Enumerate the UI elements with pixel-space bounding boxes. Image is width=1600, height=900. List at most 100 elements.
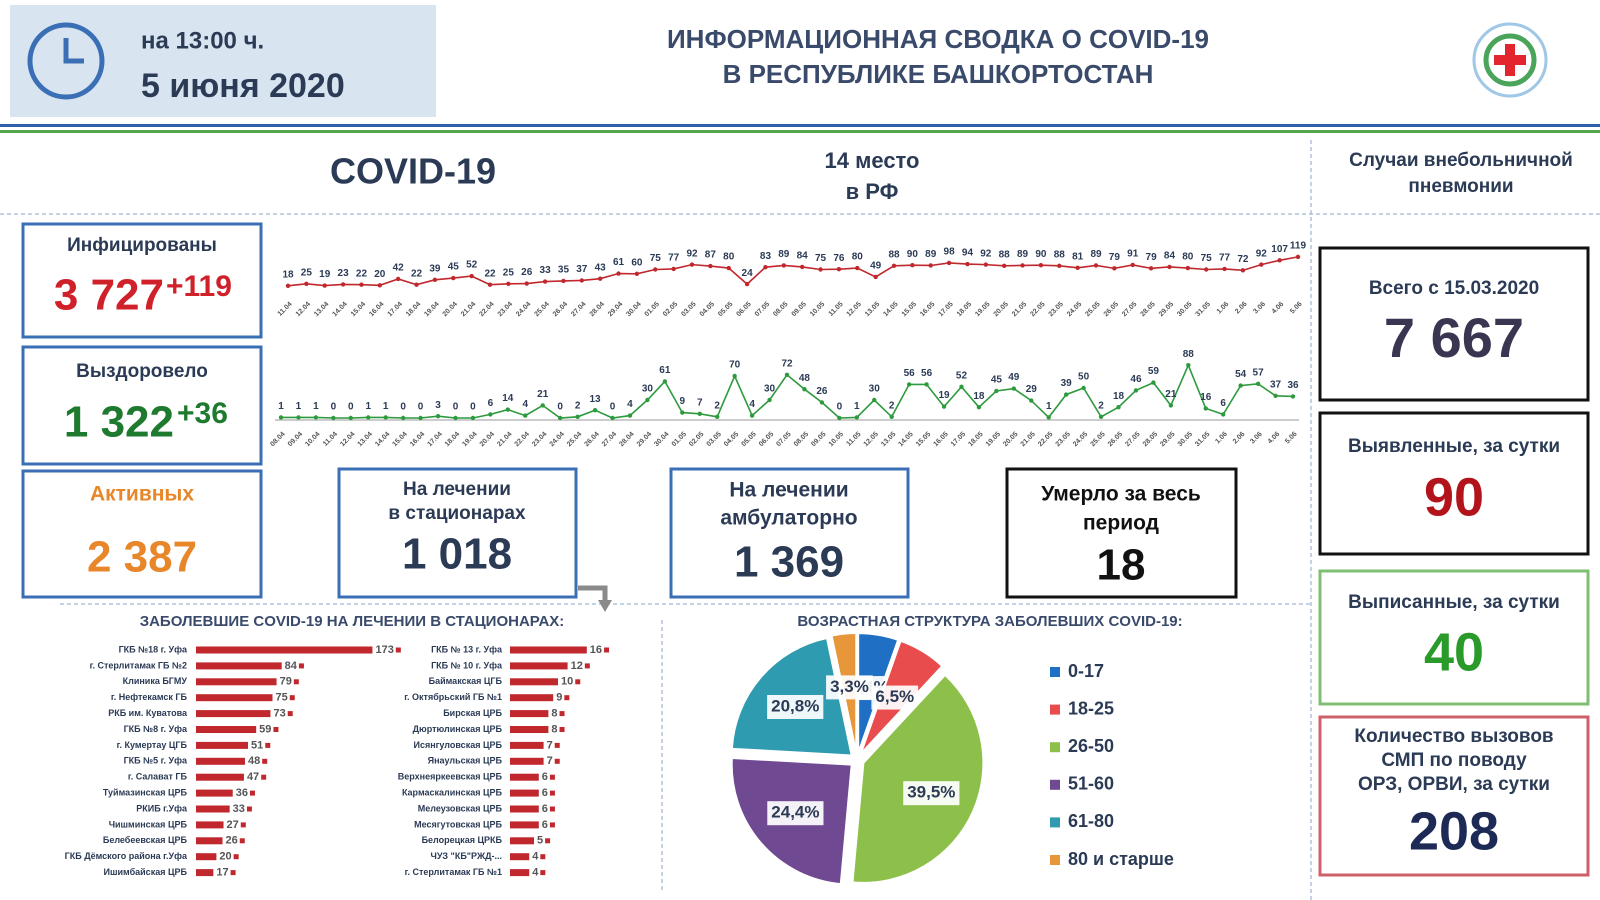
bar-label: РКБ им. Куватова: [108, 708, 188, 718]
point: [749, 413, 755, 418]
point-label: 75: [650, 253, 662, 264]
point-label: 21: [1165, 389, 1177, 400]
legend-label: 18-25: [1068, 698, 1114, 718]
bar-value: 73: [273, 708, 285, 720]
bar: [196, 805, 230, 813]
point: [561, 278, 566, 284]
bar-value: 6: [542, 803, 548, 815]
bar: [196, 789, 233, 797]
legend-label: 26-50: [1068, 736, 1114, 756]
point-label: 37: [576, 264, 588, 275]
point: [592, 408, 598, 413]
x-tick-label: 27.05: [1121, 301, 1138, 318]
legend-swatch: [1050, 742, 1060, 753]
point-label: 83: [760, 251, 772, 262]
x-tick-label: 21.04: [496, 431, 513, 448]
bar: [510, 837, 534, 845]
x-tick-label: 20.04: [442, 301, 459, 318]
x-tick-label: 20.05: [993, 301, 1010, 318]
legend-label: 80 и старше: [1068, 849, 1174, 869]
x-tick-label: 3.06: [1252, 301, 1267, 316]
card-label: ОРЗ, ОРВИ, за сутки: [1358, 774, 1550, 795]
card-label: Выявленные, за сутки: [1348, 436, 1560, 457]
card-value: 1 322: [64, 398, 174, 447]
point: [451, 275, 456, 281]
point-label: 2: [1098, 400, 1104, 411]
marker: [240, 822, 246, 828]
point: [1151, 380, 1156, 385]
x-tick-label: 23.04: [497, 301, 514, 318]
x-tick-label: 26.04: [552, 301, 569, 318]
legend-swatch: [1050, 855, 1060, 865]
bar-value: 16: [590, 644, 602, 656]
marker: [540, 854, 546, 860]
bar-value: 9: [556, 692, 562, 704]
bar-label: Чишминская ЦРБ: [109, 819, 188, 829]
point: [1203, 406, 1208, 411]
divider: [0, 124, 1600, 127]
point-label: 56: [921, 368, 933, 379]
x-tick-label: 22.05: [1029, 301, 1046, 318]
marker: [604, 647, 610, 653]
point: [819, 400, 825, 405]
point-label: 0: [331, 402, 337, 413]
x-tick-label: 05.05: [740, 431, 757, 448]
point-label: 81: [1072, 251, 1084, 262]
card-label: На лечении: [729, 479, 848, 502]
x-tick-label: 25.04: [566, 431, 583, 448]
point: [557, 415, 563, 421]
legend-swatch: [1050, 779, 1060, 790]
point-label: 61: [613, 257, 625, 268]
point-label: 26: [816, 386, 828, 397]
point-label: 88: [888, 249, 900, 260]
point: [708, 263, 713, 269]
x-tick-label: 09.05: [810, 431, 827, 448]
card-value: 90: [1424, 467, 1484, 527]
point: [610, 415, 615, 421]
bar-value: 59: [259, 723, 271, 735]
point-label: 89: [1017, 249, 1029, 260]
x-tick-label: 29.05: [1158, 301, 1175, 318]
x-tick-label: 01.05: [644, 301, 661, 318]
bar-value: 6: [542, 771, 548, 783]
point: [470, 415, 476, 421]
bar-value: 27: [227, 819, 239, 831]
point-label: 90: [907, 249, 919, 260]
point: [1259, 262, 1264, 267]
card-label: Выздоровело: [76, 361, 208, 382]
point-label: 0: [348, 402, 354, 413]
x-tick-label: 06.05: [735, 301, 752, 318]
point-label: 119: [1290, 241, 1307, 252]
x-tick-label: 21.05: [1020, 431, 1037, 448]
bar: [510, 757, 544, 765]
label-bg: [767, 801, 824, 826]
x-tick-label: 3.06: [1249, 431, 1264, 446]
bar-value: 33: [233, 803, 245, 815]
x-tick-label: 24.05: [1066, 301, 1083, 318]
bar-label: ЧУЗ "КБ"РЖД-...: [431, 851, 503, 861]
point-label: 89: [925, 249, 937, 260]
point-label: 1: [383, 401, 389, 412]
x-tick-label: 1.06: [1216, 301, 1231, 316]
point: [715, 414, 720, 419]
point-label: 80: [723, 252, 735, 263]
point-label: 0: [557, 402, 563, 413]
point: [627, 413, 633, 418]
x-tick-label: 13.05: [880, 431, 897, 448]
point-label: 18: [973, 391, 985, 402]
point: [634, 271, 640, 276]
card-label: СМП по поводу: [1381, 750, 1527, 771]
x-tick-label: 4.06: [1267, 431, 1282, 446]
legend-label: 51-60: [1068, 774, 1114, 794]
point-label: 72: [1237, 254, 1249, 265]
point: [469, 273, 474, 279]
point: [383, 415, 388, 420]
point: [304, 281, 309, 287]
chart-title: ЗАБОЛЕВШИЕ COVID-19 НА ЛЕЧЕНИИ В СТАЦИОН…: [140, 613, 565, 630]
bar: [196, 646, 373, 654]
point: [1001, 263, 1007, 268]
point-label: 79: [1146, 252, 1158, 263]
marker: [261, 774, 267, 780]
x-tick-label: 03.05: [706, 431, 723, 448]
point-label: 52: [956, 370, 968, 381]
